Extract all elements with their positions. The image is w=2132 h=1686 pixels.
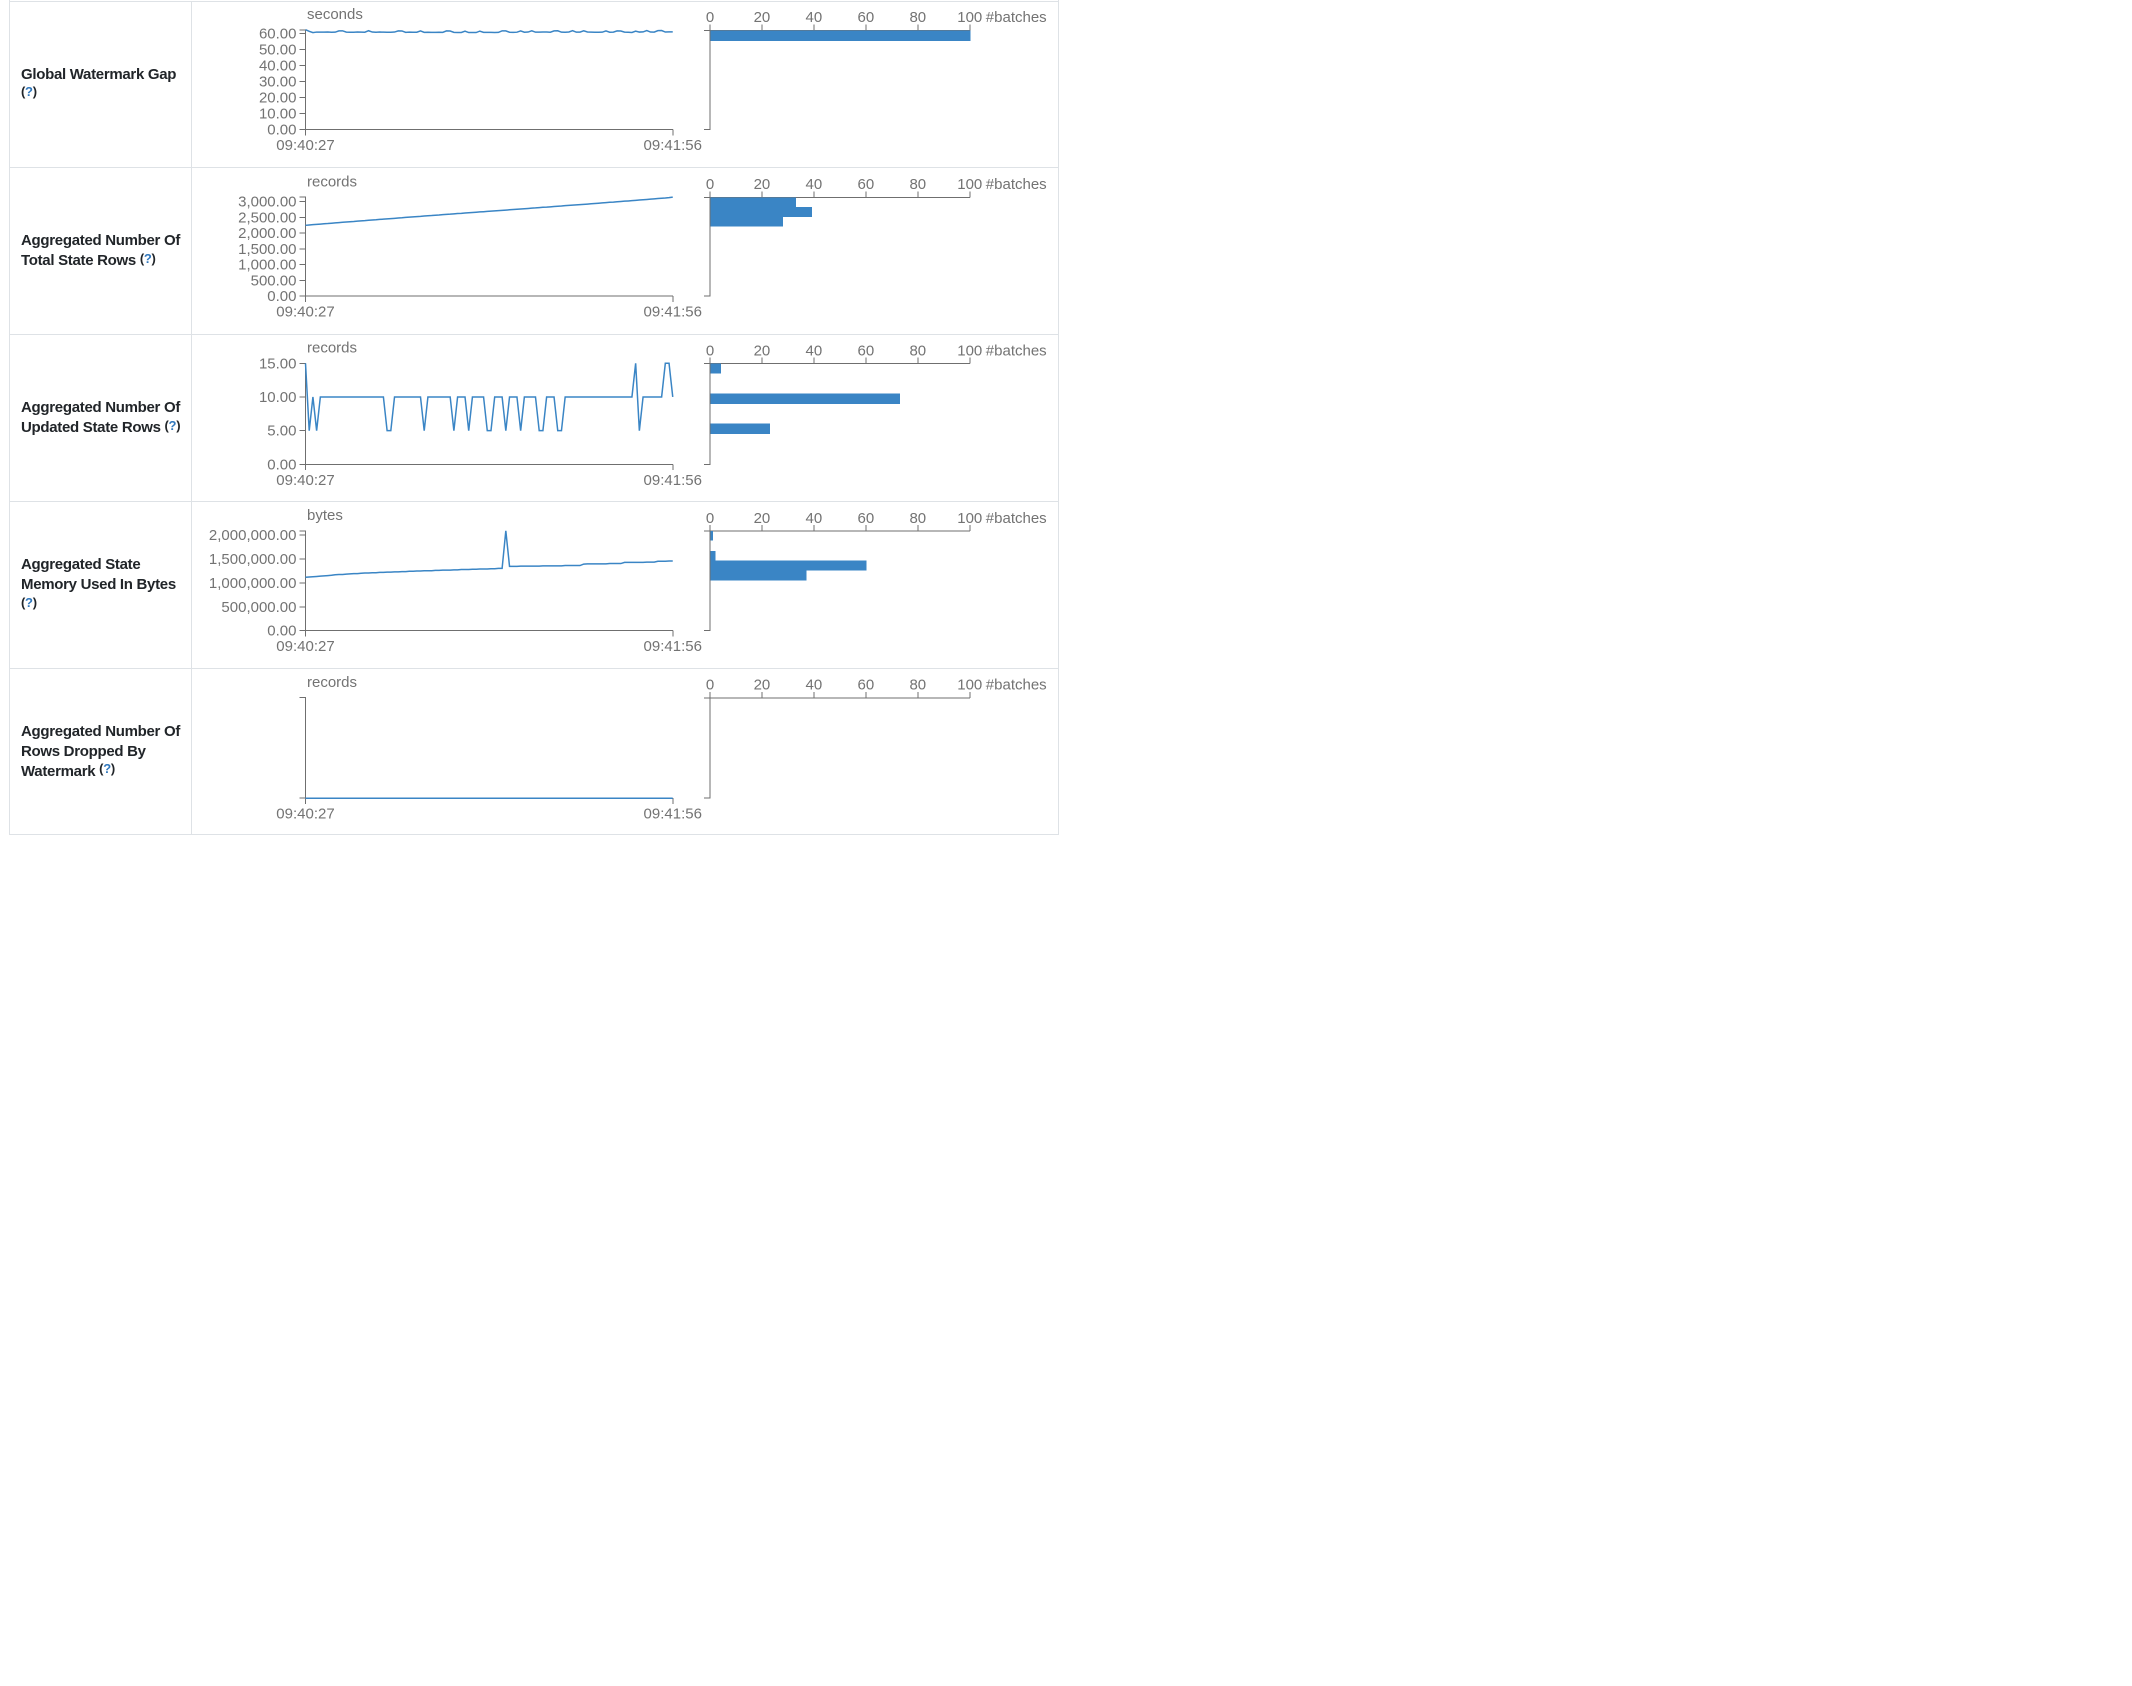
svg-text:#batches: #batches — [986, 9, 1047, 26]
svg-text:09:40:27: 09:40:27 — [276, 137, 334, 154]
svg-text:80: 80 — [909, 510, 926, 527]
svg-text:09:41:56: 09:41:56 — [644, 137, 702, 154]
svg-text:1,500.00: 1,500.00 — [238, 241, 296, 258]
svg-text:40: 40 — [806, 677, 823, 694]
svg-text:60.00: 60.00 — [259, 26, 297, 43]
svg-text:0: 0 — [706, 342, 714, 359]
svg-text:500.00: 500.00 — [251, 272, 297, 289]
svg-text:30.00: 30.00 — [259, 74, 297, 91]
svg-text:40: 40 — [806, 176, 823, 193]
svg-text:100: 100 — [957, 176, 982, 193]
svg-text:0.00: 0.00 — [267, 456, 296, 473]
svg-text:#batches: #batches — [986, 176, 1047, 193]
svg-text:seconds: seconds — [307, 6, 363, 23]
svg-text:60: 60 — [858, 510, 875, 527]
svg-text:2,500.00: 2,500.00 — [238, 209, 296, 226]
svg-text:09:41:56: 09:41:56 — [644, 304, 702, 321]
svg-text:#batches: #batches — [986, 677, 1047, 694]
svg-text:20.00: 20.00 — [259, 90, 297, 107]
svg-text:09:41:56: 09:41:56 — [644, 806, 702, 823]
svg-text:20: 20 — [754, 176, 771, 193]
svg-text:09:40:27: 09:40:27 — [276, 472, 334, 489]
svg-text:09:41:56: 09:41:56 — [644, 638, 702, 655]
svg-text:100: 100 — [957, 510, 982, 527]
svg-text:60: 60 — [858, 176, 875, 193]
svg-text:1,500,000.00: 1,500,000.00 — [209, 551, 297, 568]
svg-text:100: 100 — [957, 342, 982, 359]
svg-text:20: 20 — [754, 9, 771, 26]
svg-text:2,000,000.00: 2,000,000.00 — [209, 527, 297, 544]
svg-text:100: 100 — [957, 9, 982, 26]
svg-text:20: 20 — [754, 510, 771, 527]
svg-text:20: 20 — [754, 677, 771, 694]
svg-text:3,000.00: 3,000.00 — [238, 194, 296, 211]
svg-text:records: records — [307, 674, 357, 691]
svg-text:15.00: 15.00 — [259, 355, 297, 372]
svg-text:2,000.00: 2,000.00 — [238, 225, 296, 242]
svg-text:0: 0 — [706, 176, 714, 193]
svg-text:20: 20 — [754, 342, 771, 359]
svg-text:bytes: bytes — [307, 507, 343, 524]
svg-text:10.00: 10.00 — [259, 389, 297, 406]
svg-text:80: 80 — [909, 342, 926, 359]
svg-text:#batches: #batches — [986, 342, 1047, 359]
svg-text:09:40:27: 09:40:27 — [276, 638, 334, 655]
svg-text:60: 60 — [858, 677, 875, 694]
svg-text:0.00: 0.00 — [267, 623, 296, 640]
svg-text:40: 40 — [806, 342, 823, 359]
svg-text:80: 80 — [909, 176, 926, 193]
svg-text:60: 60 — [858, 342, 875, 359]
svg-text:100: 100 — [957, 677, 982, 694]
svg-text:0: 0 — [706, 510, 714, 527]
svg-text:records: records — [307, 340, 357, 357]
svg-text:09:41:56: 09:41:56 — [644, 472, 702, 489]
svg-text:09:40:27: 09:40:27 — [276, 304, 334, 321]
svg-text:#batches: #batches — [986, 510, 1047, 527]
svg-text:50.00: 50.00 — [259, 42, 297, 59]
svg-text:0.00: 0.00 — [267, 122, 296, 139]
svg-text:0: 0 — [706, 677, 714, 694]
svg-text:09:40:27: 09:40:27 — [276, 806, 334, 823]
svg-text:records: records — [307, 173, 357, 190]
svg-text:60: 60 — [858, 9, 875, 26]
svg-text:80: 80 — [909, 677, 926, 694]
svg-text:1,000.00: 1,000.00 — [238, 257, 296, 274]
svg-text:500,000.00: 500,000.00 — [221, 599, 296, 616]
svg-text:40.00: 40.00 — [259, 58, 297, 75]
svg-text:40: 40 — [806, 510, 823, 527]
svg-text:0.00: 0.00 — [267, 288, 296, 305]
svg-text:5.00: 5.00 — [267, 423, 296, 440]
svg-text:10.00: 10.00 — [259, 106, 297, 123]
svg-text:1,000,000.00: 1,000,000.00 — [209, 575, 297, 592]
svg-text:0: 0 — [706, 9, 714, 26]
svg-text:40: 40 — [806, 9, 823, 26]
svg-text:80: 80 — [909, 9, 926, 26]
